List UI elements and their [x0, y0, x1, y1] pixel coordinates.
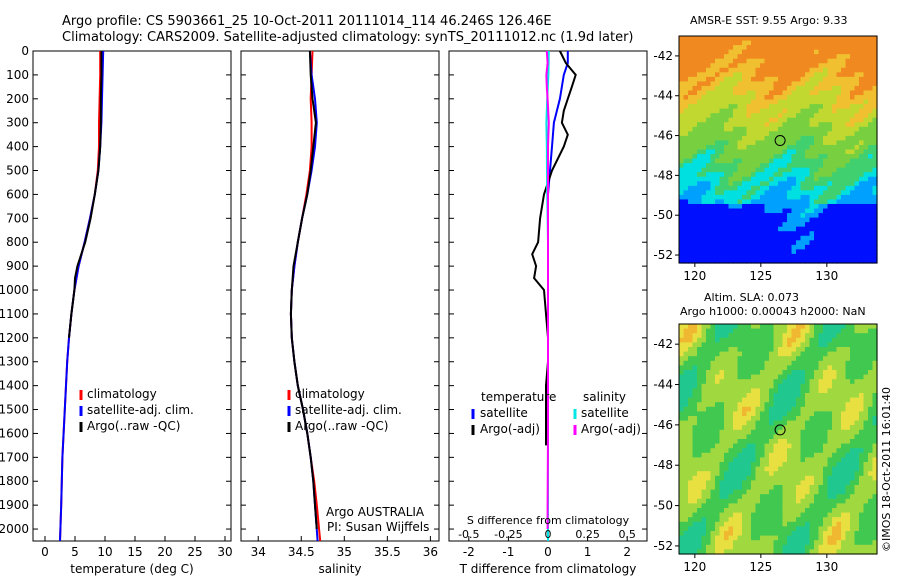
legend-temperature-heading: temperature	[481, 390, 556, 404]
map-lat-label: -50	[653, 208, 673, 222]
y-tick-label: 1800	[0, 474, 29, 488]
s-diff-tick-label: -0.5	[458, 528, 479, 541]
x-tick-label: 25	[187, 545, 202, 559]
x-tick-label: 35.5	[374, 545, 401, 559]
map-lat-label: -48	[653, 458, 673, 472]
legend-salinity-heading: salinity	[583, 390, 626, 404]
y-tick-label: 1700	[0, 450, 29, 464]
s-diff-tick-label: 0.5	[618, 528, 636, 541]
legend-label: Argo(..raw -QC)	[87, 419, 180, 433]
x-tick-label: -2	[463, 545, 475, 559]
map-lon-label: 130	[815, 560, 838, 574]
x-tick-label: 2	[623, 545, 631, 559]
pi-label: PI: Susan Wijffels	[327, 520, 429, 534]
x-axis-label: T difference from climatology	[459, 562, 637, 576]
x-tick-label: 20	[157, 545, 172, 559]
panel-2-frame	[240, 50, 440, 542]
legend-label: Argo(-adj)	[581, 422, 641, 436]
y-tick-label: 0	[21, 44, 29, 58]
legend-label: satellite-adj. clim.	[295, 403, 402, 417]
x-tick-label: 0	[544, 545, 552, 559]
x-tick-label: 35	[337, 545, 352, 559]
map-lon-label: 125	[749, 269, 772, 283]
s-diff-tick-label: -0.25	[494, 528, 522, 541]
map-lon-label: 120	[683, 269, 706, 283]
y-tick-label: 1100	[0, 307, 29, 321]
argo-position-marker	[774, 135, 786, 147]
x-axis-label: salinity	[318, 562, 361, 576]
y-tick-label: 1900	[0, 498, 29, 512]
y-tick-label: 2000	[0, 522, 29, 536]
legend-label: satellite	[581, 406, 629, 420]
x-axis-label: temperature (deg C)	[70, 562, 193, 576]
sst-map-title: AMSR-E SST: 9.55 Argo: 9.33	[690, 14, 848, 27]
x-tick-label: 34	[251, 545, 266, 559]
y-tick-label: 200	[6, 92, 29, 106]
map-lat-label: -44	[653, 89, 673, 103]
y-tick-label: 400	[6, 140, 29, 154]
chart-title-line-2: Climatology: CARS2009. Satellite-adjuste…	[62, 30, 634, 45]
map-lat-label: -46	[653, 418, 673, 432]
series-line-argo--adj-	[545, 50, 550, 529]
sst-map	[679, 36, 878, 264]
y-tick-label: 1400	[0, 379, 29, 393]
y-tick-label: 500	[6, 164, 29, 178]
map-lat-label: -42	[653, 337, 673, 351]
map-lat-label: -46	[653, 129, 673, 143]
legend-label: climatology	[87, 387, 157, 401]
x-tick-label: 10	[97, 545, 112, 559]
map-lat-label: -44	[653, 378, 673, 392]
map-lat-label: -50	[653, 499, 673, 513]
legend-label: Argo(..raw -QC)	[295, 419, 388, 433]
x-tick-label: 5	[71, 545, 79, 559]
y-tick-label: 100	[6, 68, 29, 82]
map-lon-label: 125	[749, 560, 772, 574]
map-lat-label: -52	[653, 539, 673, 553]
y-tick-label: 1000	[0, 283, 29, 297]
s-diff-tick-label: 0.25	[575, 528, 600, 541]
sla-map	[679, 324, 878, 555]
sla-map-title-1: Altim. SLA: 0.073	[704, 291, 800, 304]
legend-label: satellite-adj. clim.	[87, 403, 194, 417]
map-lon-label: 130	[815, 269, 838, 283]
legend-label: Argo(-adj)	[480, 422, 540, 436]
y-tick-label: 1500	[0, 403, 29, 417]
s-diff-tick-label: 0	[545, 528, 552, 541]
y-tick-label: 300	[6, 116, 29, 130]
legend-label: climatology	[295, 387, 365, 401]
map-lat-label: -48	[653, 168, 673, 182]
x-tick-label: 36	[423, 545, 438, 559]
sst-map-frame	[678, 35, 878, 264]
y-tick-label: 900	[6, 259, 29, 273]
map-lat-label: -52	[653, 248, 673, 262]
map-lat-label: -42	[653, 49, 673, 63]
legend-label: satellite	[480, 406, 528, 420]
x-tick-label: 15	[127, 545, 142, 559]
map-lon-label: 120	[683, 560, 706, 574]
y-tick-label: 700	[6, 211, 29, 225]
y-tick-label: 1200	[0, 331, 29, 345]
chart-title-line-1: Argo profile: CS 5903661_25 10-Oct-2011 …	[62, 14, 552, 29]
sla-map-frame	[678, 323, 878, 555]
x-tick-label: 34.5	[288, 545, 315, 559]
x-tick-label: -1	[502, 545, 514, 559]
argo-australia-label: Argo AUSTRALIA	[326, 505, 425, 519]
s-diff-axis-label: S difference from climatology	[467, 514, 630, 527]
series-line-argo---raw--qc-	[289, 50, 318, 530]
y-tick-label: 600	[6, 187, 29, 201]
y-tick-label: 1600	[0, 426, 29, 440]
x-tick-label: 30	[217, 545, 232, 559]
y-tick-label: 800	[6, 235, 29, 249]
x-tick-label: 0	[41, 545, 49, 559]
y-tick-label: 1300	[0, 355, 29, 369]
series-line-argo---raw--qc-	[68, 51, 103, 338]
argo-position-marker	[774, 424, 786, 436]
panel-1-frame	[32, 50, 232, 542]
sla-map-title-2: Argo h1000: 0.00043 h2000: NaN	[680, 305, 866, 318]
x-tick-label: 1	[584, 545, 592, 559]
